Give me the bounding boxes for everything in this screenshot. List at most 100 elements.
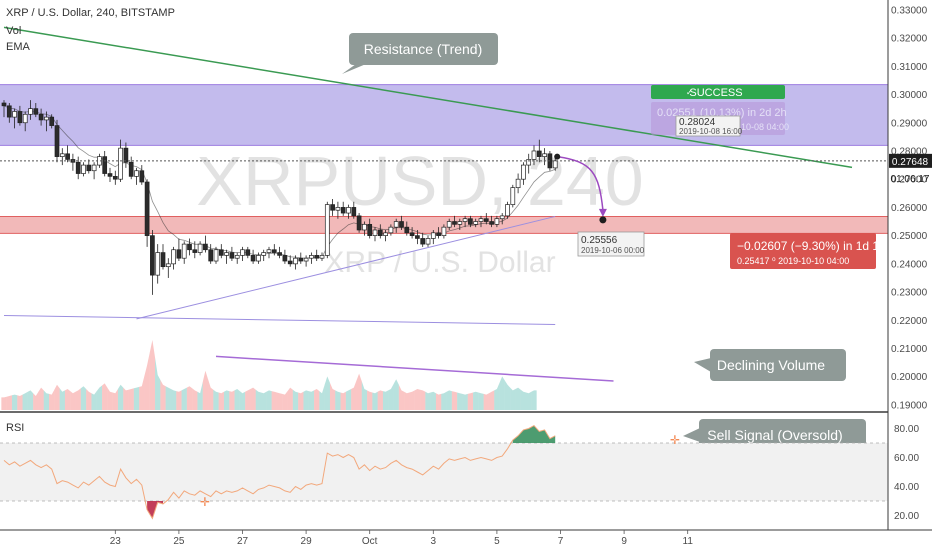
volume-bar xyxy=(398,384,405,410)
candle-body xyxy=(420,238,426,245)
candle-body xyxy=(319,255,325,259)
projection-main-text: −0.02607 (−9.30%) in 1d 12h xyxy=(737,239,892,253)
candle xyxy=(468,215,473,228)
volume-bar xyxy=(176,390,182,410)
candle xyxy=(59,148,65,166)
candle xyxy=(430,229,436,245)
candle xyxy=(181,241,187,264)
price-tick-label: 0.24000 xyxy=(891,259,928,270)
point-low-date: 2019-10-06 00:00 xyxy=(581,246,645,255)
horizontal-line[interactable] xyxy=(3,314,556,326)
faded-projection-date: 2019-10-08 04:00 xyxy=(718,122,789,132)
current-price-badge: 0.27648 01:06:17 xyxy=(889,153,932,185)
volume-bar xyxy=(139,375,145,410)
volume-bar xyxy=(266,390,272,410)
candle xyxy=(17,105,23,126)
candle xyxy=(314,249,320,262)
candle-body xyxy=(218,249,224,256)
candle xyxy=(33,103,39,118)
candle xyxy=(218,244,224,259)
candle-body xyxy=(134,170,139,177)
callout-resistance[interactable]: Resistance (Trend) xyxy=(342,33,498,74)
candle xyxy=(425,235,431,247)
projection-arrow[interactable] xyxy=(557,155,604,210)
time-tick-label: 7 xyxy=(558,536,564,547)
candle-body xyxy=(28,108,33,115)
volume-bar xyxy=(441,391,447,410)
candle-body xyxy=(203,243,208,251)
candle xyxy=(324,201,330,259)
candle-body xyxy=(150,235,155,276)
volume-bar xyxy=(22,391,28,410)
price-axis-panel xyxy=(888,0,932,530)
volume-bar xyxy=(356,373,362,410)
rsi-tick-label: 80.00 xyxy=(894,424,919,435)
candle-body xyxy=(298,257,304,262)
volume-bar xyxy=(117,384,124,410)
volume-bar xyxy=(494,382,500,410)
volume-bar xyxy=(192,388,198,410)
candle xyxy=(282,249,288,264)
volume-bar xyxy=(160,379,166,410)
candle xyxy=(303,255,309,267)
volume-bar xyxy=(186,386,193,410)
candle xyxy=(298,252,304,264)
candle-body xyxy=(160,252,166,268)
candle xyxy=(102,150,108,177)
volume-bar xyxy=(282,391,288,410)
candle-body xyxy=(457,221,463,225)
candle xyxy=(81,162,86,177)
candle xyxy=(250,249,256,264)
callout-declining-volume-text: Declining Volume xyxy=(717,357,825,373)
volume-bar xyxy=(510,387,516,410)
candle-body xyxy=(330,204,335,211)
candle xyxy=(44,111,49,132)
candle-body xyxy=(49,116,55,126)
projection-arrowhead xyxy=(598,208,607,217)
candle-body xyxy=(277,252,282,256)
candle xyxy=(107,167,113,183)
candle-body xyxy=(314,255,320,259)
candle-body xyxy=(489,221,494,225)
point-high-value: 0.28024 xyxy=(679,117,716,128)
volume-bar xyxy=(213,389,219,410)
candle xyxy=(319,252,325,262)
volume-bar xyxy=(372,391,378,410)
candle-body xyxy=(38,113,44,121)
resistance-trendline[interactable] xyxy=(3,26,853,169)
candle-body xyxy=(441,226,447,236)
candle-body xyxy=(282,255,288,262)
candle xyxy=(197,241,203,256)
volume-trendline[interactable] xyxy=(215,355,614,382)
candle-body xyxy=(494,218,500,225)
candle-body xyxy=(430,232,436,239)
price-tick-label: 0.32000 xyxy=(891,34,928,45)
rsi-tick-label: 40.00 xyxy=(894,482,919,493)
candle xyxy=(38,108,44,126)
watermark-symbol: XRPUSD, 240 xyxy=(196,142,643,220)
callout-declining-volume[interactable]: Declining Volume xyxy=(694,349,846,381)
candle-body xyxy=(415,235,420,239)
candle xyxy=(128,156,134,180)
volume-bar xyxy=(27,390,34,410)
candle-body xyxy=(1,102,7,107)
candle xyxy=(155,244,161,284)
volume-bar xyxy=(329,382,336,410)
candle-body xyxy=(12,111,17,118)
candle xyxy=(420,232,426,247)
price-tick-label: 0.25000 xyxy=(891,231,928,242)
volume-bar xyxy=(128,388,134,410)
candle xyxy=(192,241,198,259)
candle xyxy=(123,142,129,168)
volume-bar xyxy=(11,394,18,410)
candle xyxy=(28,100,33,120)
candle xyxy=(377,224,383,239)
candle-body xyxy=(197,243,203,253)
support-trendline[interactable] xyxy=(136,215,556,320)
price-tick-label: 0.20000 xyxy=(891,372,928,383)
volume-bar xyxy=(43,390,50,410)
rsi-band xyxy=(0,443,888,501)
rsi-label: RSI xyxy=(6,422,24,434)
watermark-name: XRP / U.S. Dollar xyxy=(324,246,555,279)
